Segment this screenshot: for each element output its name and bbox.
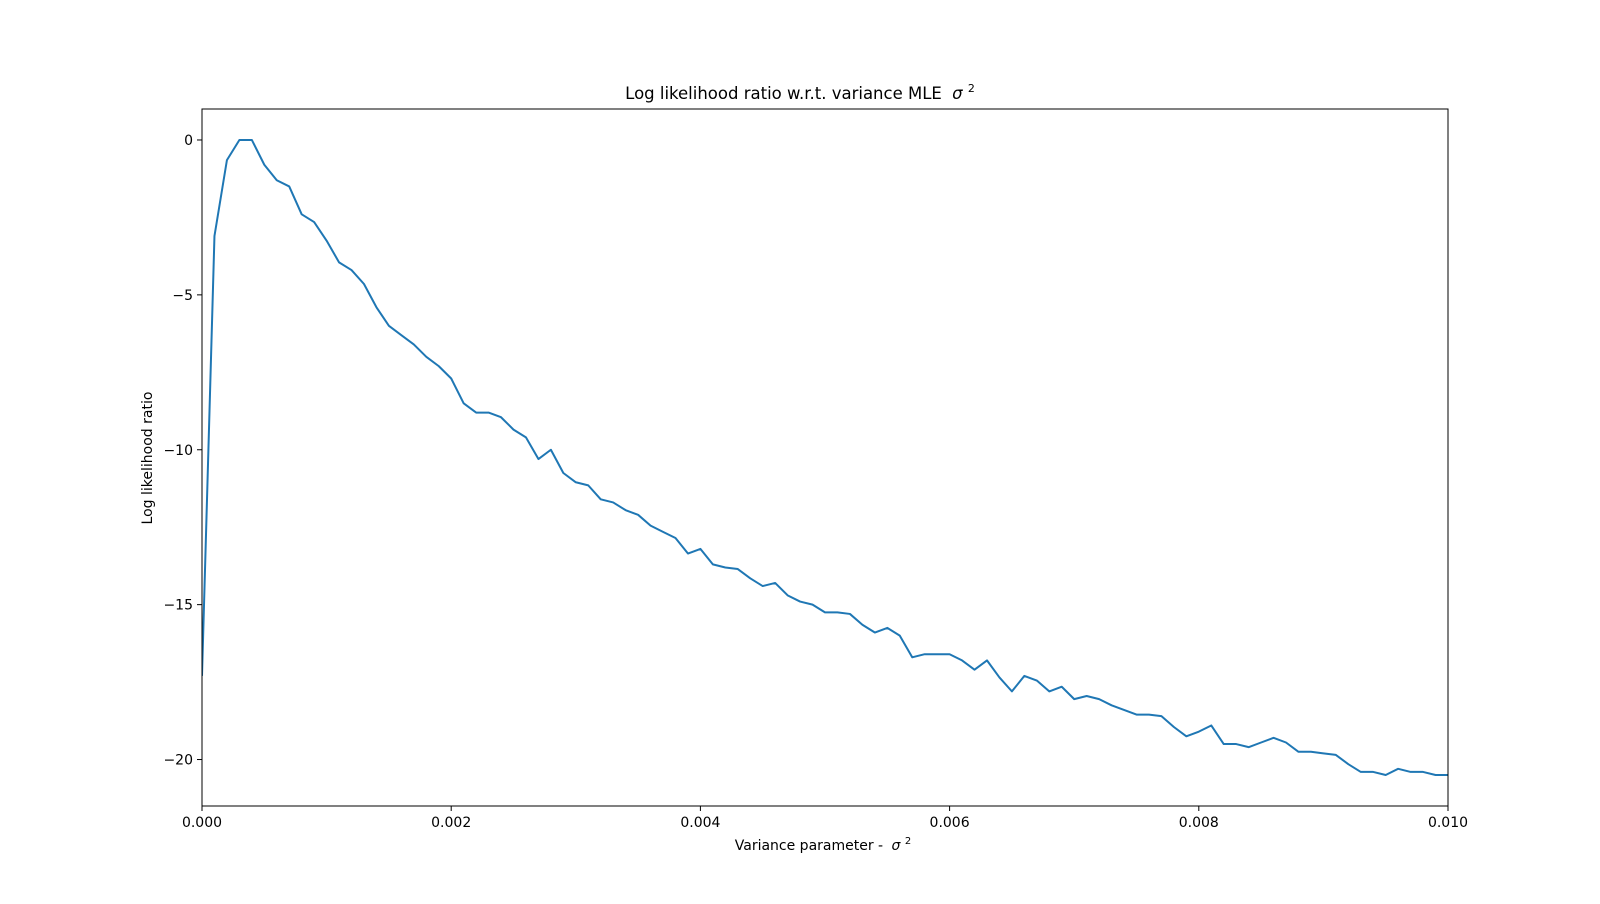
axes-frame [201,108,1449,807]
y-tick-label: 0 [184,133,193,149]
x-axis-label-math: σ [892,838,902,854]
y-tick-label: −5 [172,288,193,304]
x-tick-label: 0.006 [930,815,970,831]
chart-title-math-sup: 2 [968,82,975,95]
plot-area: 0.000 0.002 0.004 0.006 0.008 0.010 0 −5 −10 −15 −… [163,108,1468,831]
series-line-0 [202,138,1448,777]
chart-title-text: Log likelihood ratio w.r.t. variance MLE [625,84,942,103]
chart-title: Log likelihood ratio w.r.t. variance MLE… [625,82,975,103]
x-tick-label: 0.008 [1179,815,1219,831]
y-axis-label: Log likelihood ratio [140,392,156,525]
x-axis-label: Variance parameter - σ 2 [735,836,912,854]
x-tick-label: 0.010 [1428,815,1468,831]
x-axis-label-math-sup: 2 [905,836,911,847]
chart-title-math: σ [952,84,963,103]
y-tick-label: −10 [163,443,193,459]
y-tick-label: −20 [163,753,193,769]
x-tick-label: 0.002 [431,815,471,831]
y-tick-label: −15 [163,598,193,614]
x-axis-label-text: Variance parameter - [735,838,883,854]
x-tick-label: 0.000 [182,815,222,831]
x-tick-label: 0.004 [680,815,720,831]
